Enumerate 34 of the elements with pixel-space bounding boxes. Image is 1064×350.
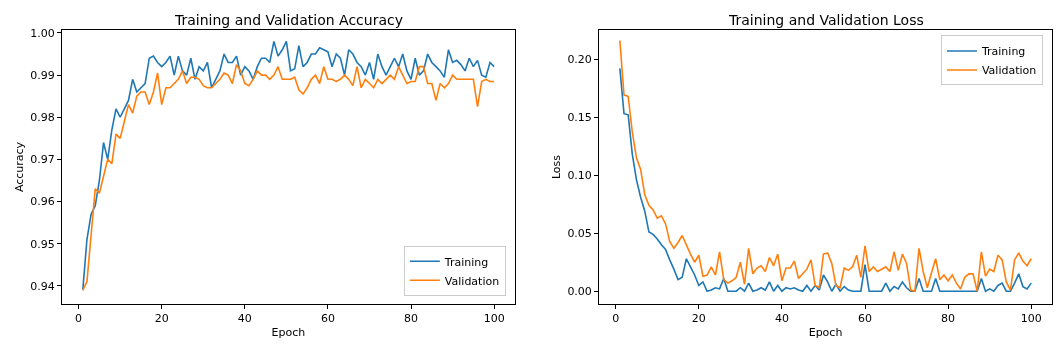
y-tick-label: 1.00 <box>30 26 55 40</box>
x-axis-title: Epoch <box>808 326 843 340</box>
legend-label: Training <box>443 255 489 269</box>
x-tick-label: 60 <box>320 312 335 326</box>
y-tick-label: 0.94 <box>30 279 55 293</box>
x-tick-label: 40 <box>237 312 252 326</box>
x-tick-label: 0 <box>612 312 620 326</box>
y-tick-label: 0.96 <box>30 195 55 209</box>
x-tick-label: 100 <box>483 312 505 326</box>
x-axis-title: Epoch <box>271 326 306 340</box>
y-tick-label: 0.20 <box>567 52 592 66</box>
y-axis-title: Loss <box>550 154 564 180</box>
chart-title: Training and Validation Loss <box>728 12 924 28</box>
legend-label: Validation <box>444 274 500 288</box>
x-tick-label: 20 <box>154 312 169 326</box>
y-tick-label: 0.98 <box>30 111 55 125</box>
y-tick-label: 0.15 <box>567 111 592 125</box>
y-tick-label: 0.10 <box>567 169 592 183</box>
x-tick-label: 40 <box>774 312 789 326</box>
x-tick-label: 80 <box>941 312 956 326</box>
x-tick-label: 80 <box>404 312 419 326</box>
y-tick-label: 0.97 <box>30 153 55 167</box>
chart-title: Training and Validation Accuracy <box>174 12 403 28</box>
legend-label: Training <box>980 45 1026 59</box>
y-tick-label: 0.00 <box>567 285 592 299</box>
y-tick-label: 0.05 <box>567 227 592 241</box>
x-tick-label: 60 <box>858 312 873 326</box>
x-tick-label: 100 <box>1020 312 1042 326</box>
legend-label: Validation <box>981 64 1037 78</box>
x-tick-label: 20 <box>691 312 706 326</box>
y-tick-label: 0.95 <box>30 237 55 251</box>
x-tick-label: 0 <box>75 312 83 326</box>
y-tick-label: 0.99 <box>30 68 55 82</box>
y-axis-title: Accuracy <box>12 141 26 193</box>
